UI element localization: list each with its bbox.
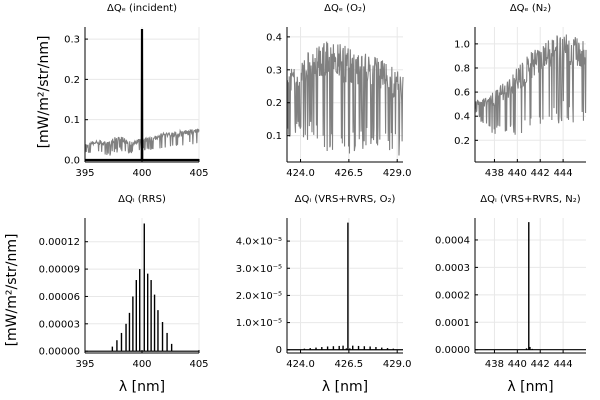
x-tick-label: 424.0	[286, 359, 315, 370]
x-tick-label: 405	[189, 359, 208, 370]
y-tick-label: 0.0000	[435, 345, 470, 356]
subplot-p6: 438 440 442 444 0.0000 0.0001 0.0002 0.0003 0.00…	[435, 194, 586, 395]
y-tick-label: 0.0004	[435, 235, 470, 246]
subplot-title: ΔQₑ (O₂)	[324, 3, 366, 14]
y-axis-label-bottom: [mW/m²/str/nm]	[4, 234, 20, 347]
y-tick-label: 0.00000	[39, 347, 80, 358]
y-tick-label: 0.2	[454, 136, 470, 147]
subplot-title: ΔQᵢ (VRS+RVRS, N₂)	[480, 194, 580, 205]
x-tick-label: 424.0	[286, 168, 315, 179]
y-tick-label: 0.4	[266, 32, 282, 43]
x-tick-label: 395	[75, 168, 94, 179]
y-tick-label: 0	[276, 345, 282, 356]
y-tick-label: 4.0×10⁻⁵	[236, 237, 282, 248]
subplot-p2: 424.0 426.5 429.0 0.1 0.2 0.3 0.4 ΔQₑ (O₂)	[266, 3, 411, 179]
y-tick-label: 0.2	[64, 75, 80, 86]
x-tick-label: 400	[132, 359, 151, 370]
y-tick-label: 1.0×10⁻⁵	[236, 318, 282, 329]
x-tick-label: 440	[508, 359, 527, 370]
x-tick-label: 442	[531, 359, 550, 370]
x-tick-label: 426.5	[335, 359, 364, 370]
subplot-title: ΔQₑ (N₂)	[510, 3, 551, 14]
y-axis-label-top: [mW/m²/str/nm]	[36, 36, 52, 149]
x-tick-label: 438	[485, 359, 504, 370]
x-tick-label: 429.0	[383, 168, 412, 179]
x-tick-label: 438	[485, 168, 504, 179]
series-line	[85, 29, 199, 162]
y-tick-label: 0.3	[64, 35, 80, 46]
x-tick-label: 444	[554, 359, 573, 370]
subplot-p4: 395 400 405 0.00000 0.00003 0.00006 0.00009 0.0…	[39, 194, 209, 395]
x-tick-label: 400	[132, 168, 151, 179]
subplot-title: ΔQᵢ (VRS+RVRS, O₂)	[295, 194, 396, 205]
y-tick-label: 0.00003	[39, 319, 80, 330]
series-line	[286, 41, 404, 156]
x-axis-label: λ [nm]	[507, 379, 553, 395]
x-tick-label: 426.5	[335, 168, 364, 179]
subplot-p3: 438 440 442 444 0.2 0.4 0.6 0.8 1.0 ΔQₑ (N₂)	[454, 3, 587, 179]
subplot-p1: 395 400 405 0.0 0.1 0.2 0.3 ΔQₑ (incident)	[64, 3, 208, 179]
x-tick-label: 405	[189, 168, 208, 179]
y-tick-label: 0.4	[454, 112, 470, 123]
y-tick-label: 1.0	[454, 39, 470, 50]
y-tick-label: 0.1	[64, 115, 80, 126]
y-tick-label: 0.6	[454, 88, 470, 99]
subplot-title: ΔQᵢ (RRS)	[118, 194, 166, 205]
y-tick-label: 0.00006	[39, 292, 80, 303]
y-tick-label: 3.0×10⁻⁵	[236, 264, 282, 275]
y-tick-label: 0.2	[266, 98, 282, 109]
y-tick-label: 0.00012	[39, 237, 80, 248]
y-tick-label: 0.8	[454, 63, 470, 74]
subplot-title: ΔQₑ (incident)	[107, 3, 177, 14]
x-tick-label: 395	[75, 359, 94, 370]
x-tick-label: 440	[508, 168, 527, 179]
series-line	[474, 34, 587, 135]
x-tick-label: 442	[531, 168, 550, 179]
y-tick-label: 0.0002	[435, 290, 470, 301]
x-axis-label: λ [nm]	[119, 379, 165, 395]
y-tick-label: 0.3	[266, 65, 282, 76]
y-tick-label: 0.0001	[435, 318, 470, 329]
y-tick-label: 0.0003	[435, 263, 470, 274]
y-tick-label: 2.0×10⁻⁵	[236, 291, 282, 302]
y-tick-label: 0.1	[266, 131, 282, 142]
y-tick-label: 0.00009	[39, 265, 80, 276]
subplot-p5: 424.0 426.5 429.0 0 1.0×10⁻⁵ 2.0×10⁻⁵ 3.0×10⁻⁵…	[236, 194, 412, 395]
x-tick-label: 444	[554, 168, 573, 179]
x-axis-label: λ [nm]	[322, 379, 368, 395]
y-tick-label: 0.0	[64, 155, 80, 166]
x-tick-label: 429.0	[383, 359, 412, 370]
